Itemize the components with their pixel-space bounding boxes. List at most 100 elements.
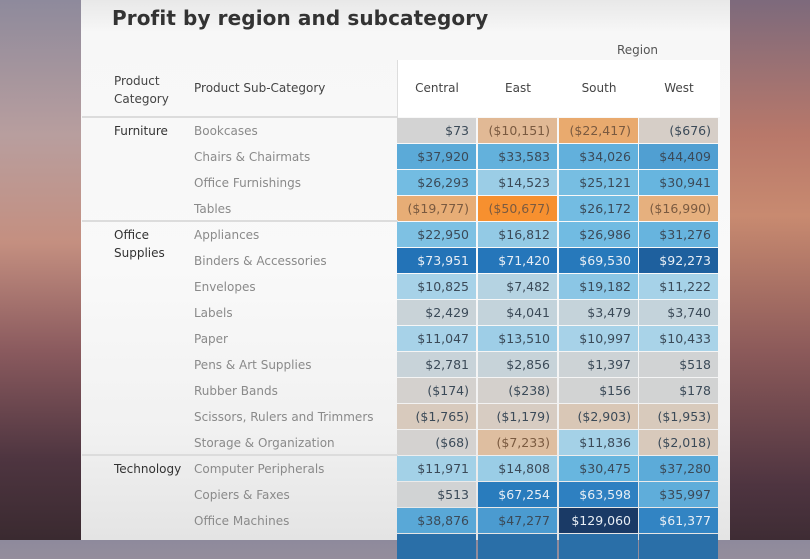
heatmap-cell[interactable]: $156 [559, 378, 638, 403]
heatmap-cell[interactable]: $513 [397, 482, 476, 507]
column-header-area [397, 60, 720, 117]
category-label-line: Technology [114, 462, 182, 476]
heatmap-cell[interactable]: $7,482 [478, 274, 557, 299]
category-label-line: Furniture [114, 124, 168, 138]
row-header-category: Product Category [114, 72, 169, 108]
heatmap-cell[interactable]: $2,781 [397, 352, 476, 377]
heatmap-cell[interactable]: $30,475 [559, 456, 638, 481]
heatmap-cell[interactable]: $38,876 [397, 508, 476, 533]
heatmap-cell[interactable]: ($10,151) [478, 118, 557, 143]
heatmap-cell[interactable]: $63,598 [559, 482, 638, 507]
heatmap-cell[interactable]: ($2,903) [559, 404, 638, 429]
heatmap-cell[interactable]: $19,182 [559, 274, 638, 299]
subcategory-label: Labels [194, 306, 233, 320]
heatmap-cell-partial [559, 534, 638, 559]
heatmap-cell[interactable]: $10,825 [397, 274, 476, 299]
heatmap-cell[interactable]: $22,950 [397, 222, 476, 247]
heatmap-cell[interactable]: $35,997 [639, 482, 718, 507]
subcategory-label: Binders & Accessories [194, 254, 327, 268]
heatmap-cell[interactable]: $47,277 [478, 508, 557, 533]
heatmap-cell[interactable]: $16,812 [478, 222, 557, 247]
heatmap-cell[interactable]: ($174) [397, 378, 476, 403]
heatmap-cell[interactable]: $31,276 [639, 222, 718, 247]
subcategory-label: Appliances [194, 228, 260, 242]
heatmap-cell[interactable]: $30,941 [639, 170, 718, 195]
heatmap-cell-partial [478, 534, 557, 559]
heatmap-cell[interactable]: $34,026 [559, 144, 638, 169]
heatmap-cell[interactable]: ($676) [639, 118, 718, 143]
category-label: Technology [114, 460, 181, 478]
subcategory-label: Bookcases [194, 124, 258, 138]
row-header-category-line: Category [114, 92, 169, 106]
subcategory-label: Office Machines [194, 514, 290, 528]
heatmap-cell[interactable]: $11,836 [559, 430, 638, 455]
category-label-line: Office [114, 228, 150, 242]
heatmap-cell[interactable]: $178 [639, 378, 718, 403]
heatmap-cell[interactable]: $67,254 [478, 482, 557, 507]
heatmap-cell[interactable]: ($19,777) [397, 196, 476, 221]
heatmap-cell[interactable]: $518 [639, 352, 718, 377]
heatmap-cell-partial [639, 534, 718, 559]
heatmap-cell[interactable]: $11,047 [397, 326, 476, 351]
background-right [730, 0, 810, 540]
subcategory-label: Copiers & Faxes [194, 488, 290, 502]
heatmap-cell[interactable]: $13,510 [478, 326, 557, 351]
heatmap-cell[interactable]: $26,172 [559, 196, 638, 221]
heatmap-cell[interactable]: $61,377 [639, 508, 718, 533]
subcategory-label: Computer Peripherals [194, 462, 325, 476]
column-header-west[interactable]: West [664, 81, 694, 95]
heatmap-cell[interactable]: $37,920 [397, 144, 476, 169]
row-header-category-line: Product [114, 74, 160, 88]
heatmap-cell[interactable]: $33,583 [478, 144, 557, 169]
category-label-line: Supplies [114, 246, 165, 260]
heatmap-cell[interactable]: ($16,990) [639, 196, 718, 221]
subcategory-label: Rubber Bands [194, 384, 278, 398]
heatmap-cell-partial [397, 534, 476, 559]
heatmap-cell[interactable]: ($22,417) [559, 118, 638, 143]
heatmap-cell[interactable]: $10,997 [559, 326, 638, 351]
category-label: Furniture [114, 122, 168, 140]
heatmap-cell[interactable]: $3,479 [559, 300, 638, 325]
heatmap-cell[interactable]: $10,433 [639, 326, 718, 351]
subcategory-label: Paper [194, 332, 228, 346]
heatmap-cell[interactable]: $11,222 [639, 274, 718, 299]
heatmap-cell[interactable]: $92,273 [639, 248, 718, 273]
heatmap-cell[interactable]: $129,060 [559, 508, 638, 533]
heatmap-cell[interactable]: $71,420 [478, 248, 557, 273]
viz-panel: Profit by region and subcategory Region … [81, 0, 730, 559]
category-divider [82, 116, 398, 118]
heatmap-cell[interactable]: $14,523 [478, 170, 557, 195]
heatmap-cell[interactable]: ($238) [478, 378, 557, 403]
heatmap-cell[interactable]: ($1,953) [639, 404, 718, 429]
column-header-south[interactable]: South [581, 81, 617, 95]
heatmap-cell[interactable]: $26,986 [559, 222, 638, 247]
heatmap-cell[interactable]: ($7,233) [478, 430, 557, 455]
subcategory-label: Chairs & Chairmats [194, 150, 311, 164]
heatmap-cell[interactable]: ($2,018) [639, 430, 718, 455]
category-divider [82, 220, 398, 222]
heatmap-cell[interactable]: $25,121 [559, 170, 638, 195]
heatmap-cell[interactable]: ($50,677) [478, 196, 557, 221]
heatmap-cell[interactable]: $73,951 [397, 248, 476, 273]
heatmap-cell[interactable]: $4,041 [478, 300, 557, 325]
heatmap-cell[interactable]: $3,740 [639, 300, 718, 325]
chart-title: Profit by region and subcategory [112, 6, 489, 30]
heatmap-cell[interactable]: $69,530 [559, 248, 638, 273]
subcategory-label: Scissors, Rulers and Trimmers [194, 410, 374, 424]
heatmap-cell[interactable]: $2,856 [478, 352, 557, 377]
column-header-central[interactable]: Central [415, 81, 459, 95]
heatmap-cell[interactable]: $44,409 [639, 144, 718, 169]
column-header-east[interactable]: East [505, 81, 531, 95]
heatmap-cell[interactable]: ($1,179) [478, 404, 557, 429]
heatmap-cell[interactable]: $37,280 [639, 456, 718, 481]
heatmap-cell[interactable]: ($68) [397, 430, 476, 455]
heatmap-cell[interactable]: ($1,765) [397, 404, 476, 429]
heatmap-cell[interactable]: $14,808 [478, 456, 557, 481]
heatmap-cell[interactable]: $26,293 [397, 170, 476, 195]
heatmap-cell[interactable]: $2,429 [397, 300, 476, 325]
subcategory-label: Pens & Art Supplies [194, 358, 312, 372]
heatmap-cell[interactable]: $11,971 [397, 456, 476, 481]
category-label: Office Supplies [114, 226, 165, 262]
heatmap-cell[interactable]: $73 [397, 118, 476, 143]
heatmap-cell[interactable]: $1,397 [559, 352, 638, 377]
